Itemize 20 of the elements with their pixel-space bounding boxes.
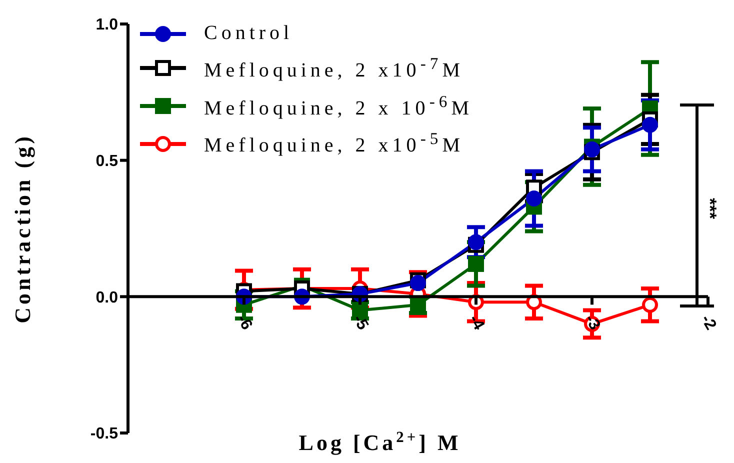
legend-label: Control [204, 22, 294, 45]
point [526, 190, 542, 207]
point [410, 275, 426, 292]
x-tick-label: -6 [233, 312, 256, 334]
y-axis-title: Contraction (g) [10, 134, 35, 324]
x-tick-label: -2 [697, 312, 720, 334]
legend-label: Mefloquine, 2 x10$^{-7}$M [204, 54, 464, 83]
legend-label: Mefloquine, 2 x10$^{-5}$M [204, 129, 464, 158]
point [642, 296, 658, 313]
annotation: *** [699, 198, 720, 220]
point [642, 116, 658, 133]
y-tick-label: 0.5 [96, 153, 118, 170]
point [468, 256, 484, 272]
y-tick-label: -0.5 [90, 426, 118, 443]
y-tick-label: 1.0 [96, 16, 118, 34]
x-axis-title: Log [Ca$^{2+}$] M [298, 428, 462, 455]
legend-label: Mefloquine, 2 x 10$^{-6}$M [204, 92, 473, 120]
x-tick-label: -4 [465, 312, 488, 334]
y-tick-label: 0.0 [96, 289, 118, 306]
x-tick-label: -3 [581, 312, 604, 334]
